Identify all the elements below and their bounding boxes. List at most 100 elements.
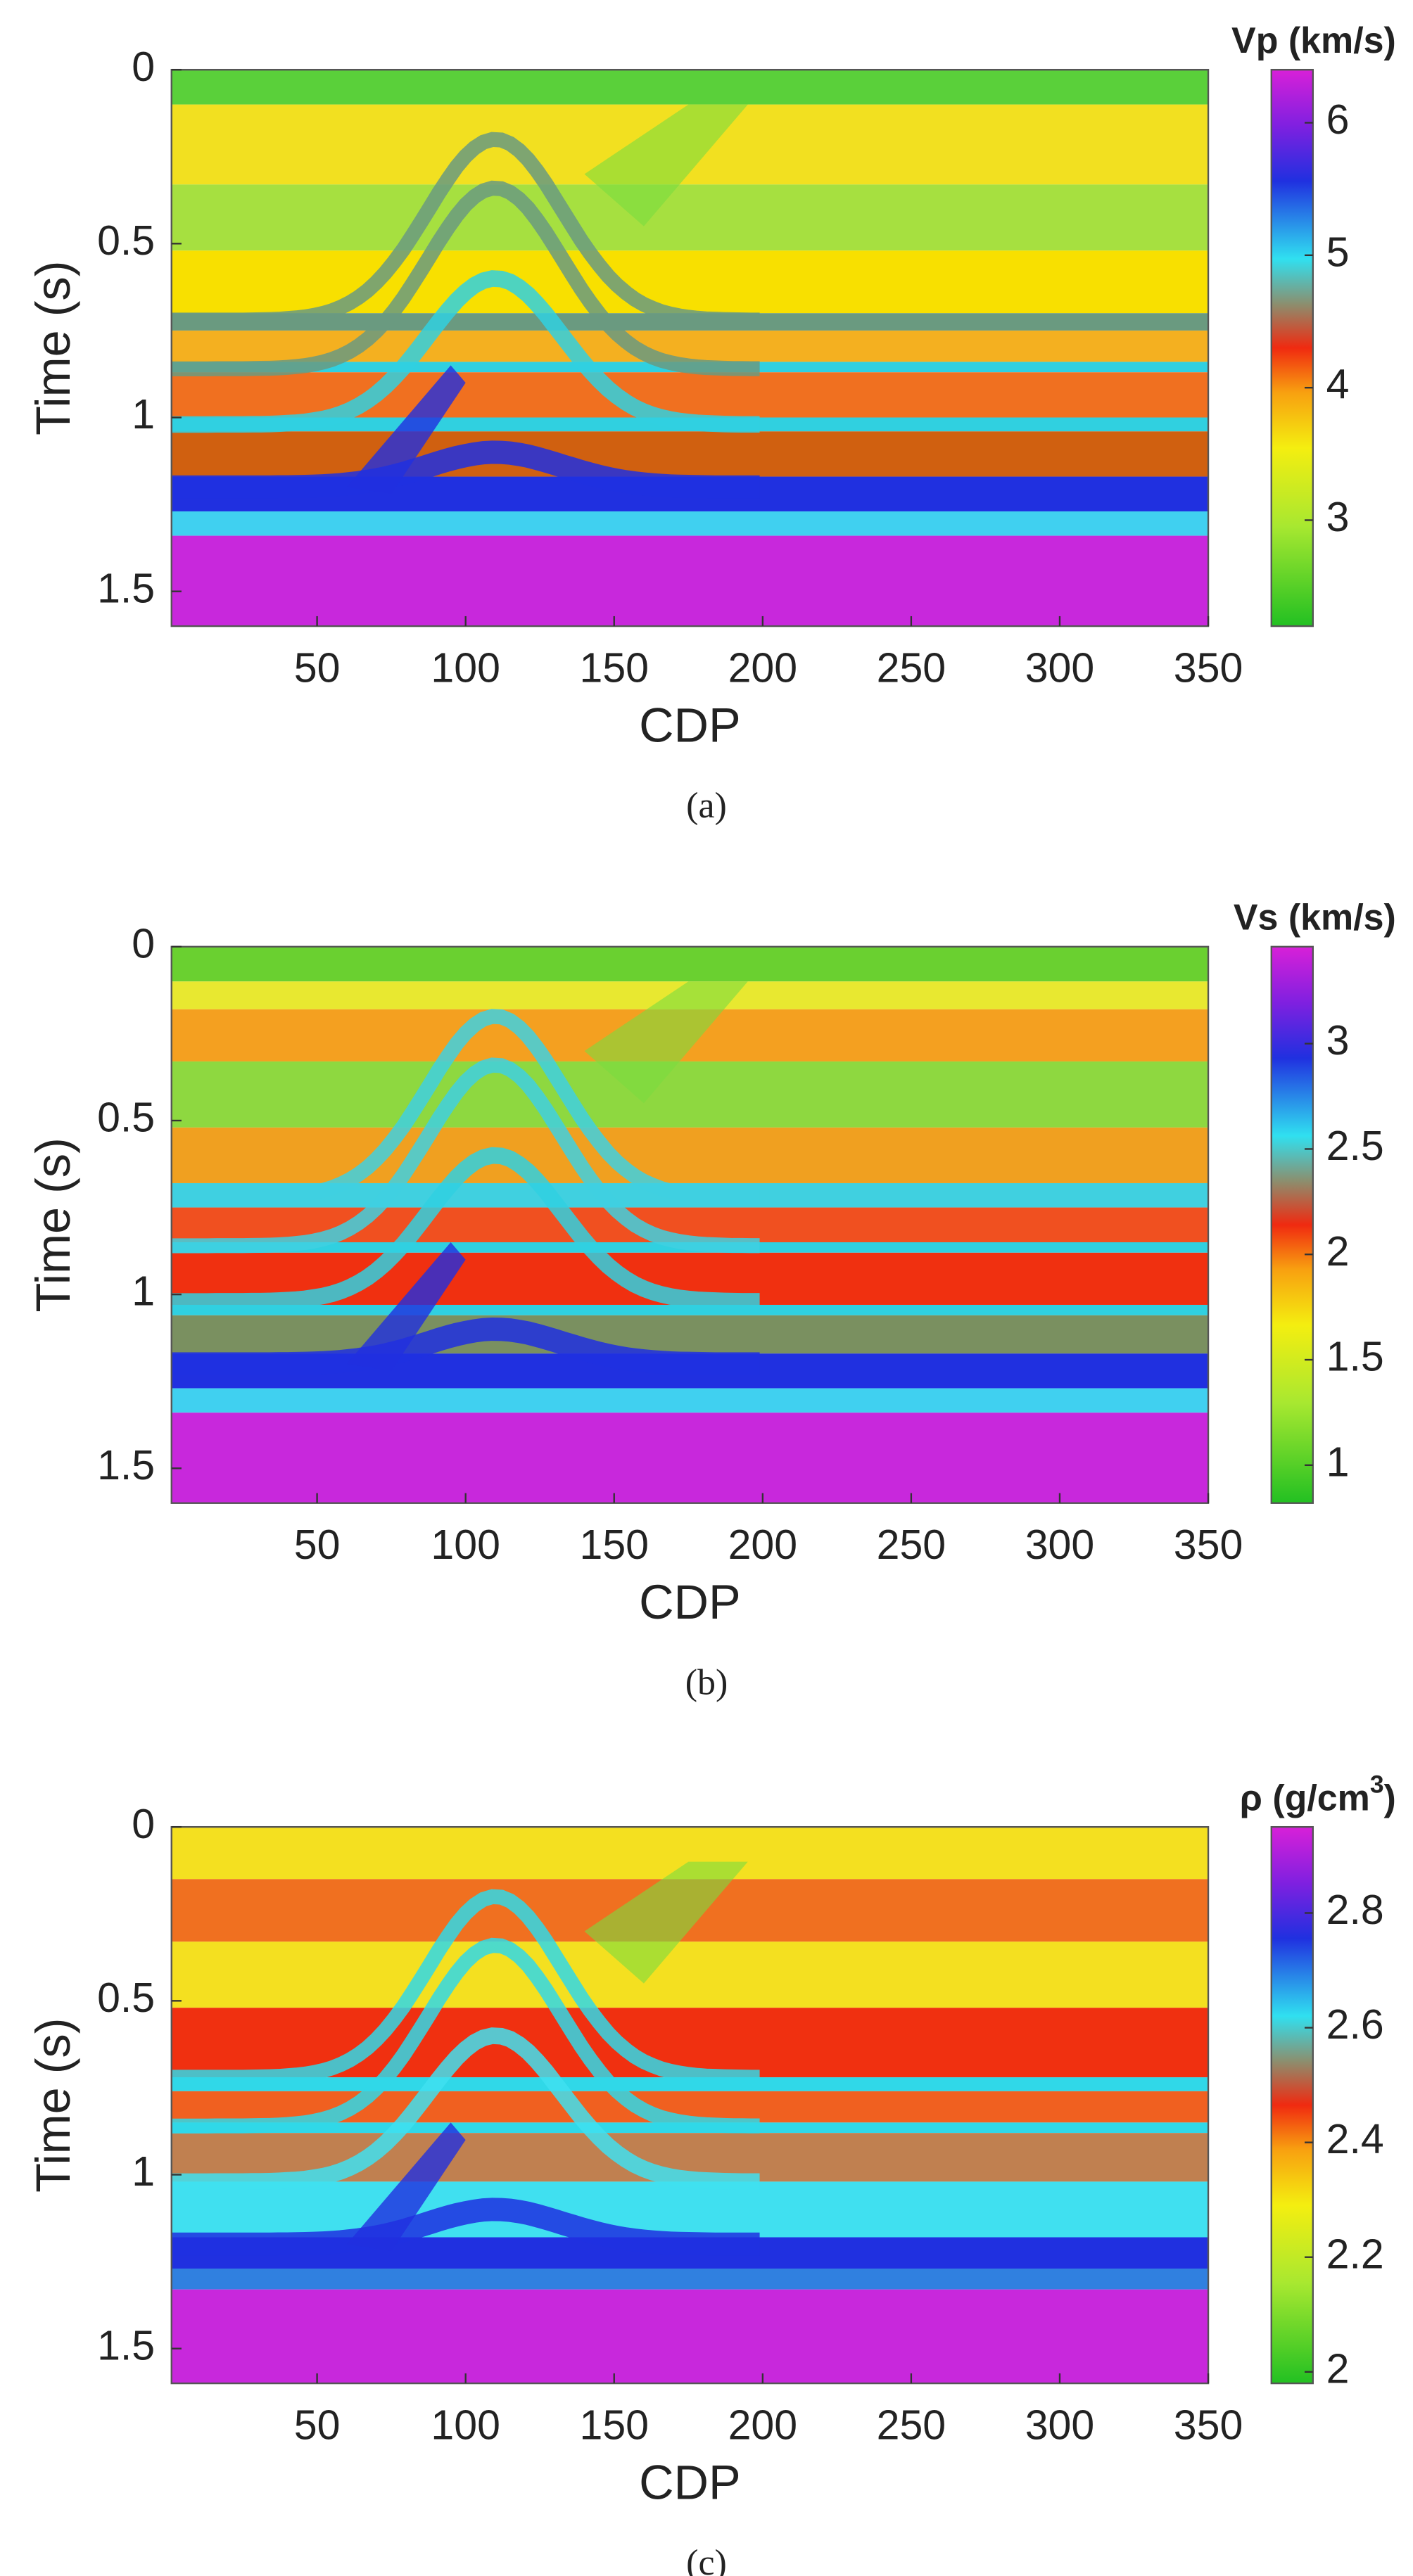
fold bbox=[171, 1057, 760, 1254]
colorbar-tick-label: 6 bbox=[1326, 96, 1350, 143]
x-tick-label: 150 bbox=[580, 2402, 649, 2448]
x-tick-label: 350 bbox=[1174, 2402, 1243, 2448]
colorbar bbox=[1270, 68, 1314, 627]
x-tick-label: 200 bbox=[728, 644, 797, 691]
fault bbox=[584, 104, 748, 227]
x-tick-label: 300 bbox=[1025, 1522, 1094, 1568]
fault bbox=[584, 981, 748, 1104]
fold bbox=[171, 440, 760, 499]
fault bbox=[584, 1861, 748, 1984]
colorbar-label: ρ (g/cm3) bbox=[1240, 1771, 1396, 1818]
colorbar bbox=[1270, 1825, 1314, 2385]
y-tick-label: 0 bbox=[132, 1801, 155, 1847]
x-tick-label: 250 bbox=[877, 2402, 946, 2448]
y-tick-label: 0.5 bbox=[97, 1975, 155, 2021]
axes-box bbox=[170, 945, 1210, 1504]
y-axis-label: Time (s) bbox=[26, 2017, 80, 2192]
axes-box bbox=[170, 68, 1210, 627]
y-tick-label: 0 bbox=[132, 44, 155, 90]
colorbar-tick-label: 2.5 bbox=[1326, 1123, 1384, 1169]
layer bbox=[171, 535, 1209, 627]
layer bbox=[171, 1315, 1209, 1354]
colorbar-label: Vp (km/s) bbox=[1231, 20, 1396, 61]
layer bbox=[171, 1388, 1209, 1413]
colorbar-tick-label: 5 bbox=[1326, 229, 1350, 275]
x-tick-label: 300 bbox=[1025, 2402, 1094, 2448]
x-tick-label: 200 bbox=[728, 2402, 797, 2448]
colorbar-tick-label: 2 bbox=[1326, 1228, 1350, 1275]
layer bbox=[171, 1127, 1209, 1183]
fold bbox=[171, 1009, 760, 1205]
fold bbox=[171, 180, 760, 377]
y-tick-label: 1.5 bbox=[97, 2322, 155, 2368]
y-tick-label: 1.5 bbox=[97, 565, 155, 611]
colorbar-tick-label: 4 bbox=[1326, 362, 1350, 408]
colorbar-tick-label: 2.4 bbox=[1326, 2116, 1384, 2162]
x-tick-label: 300 bbox=[1025, 644, 1094, 691]
layer bbox=[171, 184, 1209, 251]
x-axis-label: CDP bbox=[639, 1575, 741, 1629]
fold bbox=[171, 1889, 760, 2085]
x-tick-label: 150 bbox=[580, 644, 649, 691]
y-tick-label: 1 bbox=[132, 391, 155, 438]
layer bbox=[171, 946, 1209, 982]
x-tick-label: 250 bbox=[877, 644, 946, 691]
fold bbox=[171, 270, 760, 433]
caption: (a) bbox=[686, 786, 727, 826]
y-axis-label: Time (s) bbox=[26, 260, 80, 435]
label-part: ) bbox=[1384, 1778, 1396, 1818]
layer bbox=[171, 2181, 1209, 2238]
fold bbox=[171, 1318, 760, 1376]
x-tick-label: 350 bbox=[1174, 644, 1243, 691]
colorbar bbox=[1270, 945, 1314, 1504]
fold bbox=[171, 2027, 760, 2191]
fault bbox=[346, 1242, 466, 1371]
colorbar-tick-label: 3 bbox=[1326, 494, 1350, 540]
y-tick-label: 0.5 bbox=[97, 1095, 155, 1141]
fault bbox=[346, 365, 466, 495]
layer bbox=[171, 250, 1209, 314]
x-tick-label: 100 bbox=[431, 1522, 500, 1568]
x-tick-label: 350 bbox=[1174, 1522, 1243, 1568]
colorbar-tick-label: 2.8 bbox=[1326, 1887, 1384, 1933]
caption: (c) bbox=[686, 2543, 727, 2576]
x-tick-label: 250 bbox=[877, 1522, 946, 1568]
layer bbox=[171, 1413, 1209, 1503]
y-tick-label: 1 bbox=[132, 2148, 155, 2195]
heatmap bbox=[171, 70, 1209, 627]
colorbar-tick-label: 2.6 bbox=[1326, 2001, 1384, 2048]
layer bbox=[171, 431, 1209, 477]
x-tick-label: 50 bbox=[294, 644, 341, 691]
colorbar-label: Vs (km/s) bbox=[1234, 898, 1396, 938]
layer bbox=[171, 2268, 1209, 2290]
layer bbox=[171, 70, 1209, 105]
y-axis-label: Time (s) bbox=[26, 1137, 80, 1312]
x-tick-label: 50 bbox=[294, 2402, 341, 2448]
colorbar-tick-label: 2 bbox=[1326, 2345, 1350, 2392]
label-part: 3 bbox=[1370, 1771, 1384, 1799]
y-tick-label: 0 bbox=[132, 920, 155, 967]
y-tick-label: 0.5 bbox=[97, 217, 155, 264]
y-tick-label: 1 bbox=[132, 1268, 155, 1315]
axes-box bbox=[170, 1825, 1210, 2385]
caption: (b) bbox=[685, 1662, 728, 1702]
colorbar-tick-label: 1.5 bbox=[1326, 1334, 1384, 1380]
heatmap bbox=[171, 946, 1209, 1503]
label-part: ρ (g/cm bbox=[1240, 1778, 1370, 1818]
layer bbox=[171, 2289, 1209, 2384]
fold bbox=[171, 1937, 760, 2134]
fold bbox=[171, 2198, 760, 2256]
colorbar-tick-label: 1 bbox=[1326, 1439, 1350, 1485]
x-tick-label: 100 bbox=[431, 644, 500, 691]
x-tick-label: 150 bbox=[580, 1522, 649, 1568]
x-tick-label: 50 bbox=[294, 1522, 341, 1568]
y-tick-label: 1.5 bbox=[97, 1442, 155, 1488]
x-axis-label: CDP bbox=[639, 2456, 741, 2510]
colorbar-tick-label: 2.2 bbox=[1326, 2231, 1384, 2277]
layer bbox=[171, 511, 1209, 536]
layer bbox=[171, 1941, 1209, 2008]
colorbar-tick-label: 3 bbox=[1326, 1017, 1350, 1064]
heatmap bbox=[171, 1827, 1209, 2384]
